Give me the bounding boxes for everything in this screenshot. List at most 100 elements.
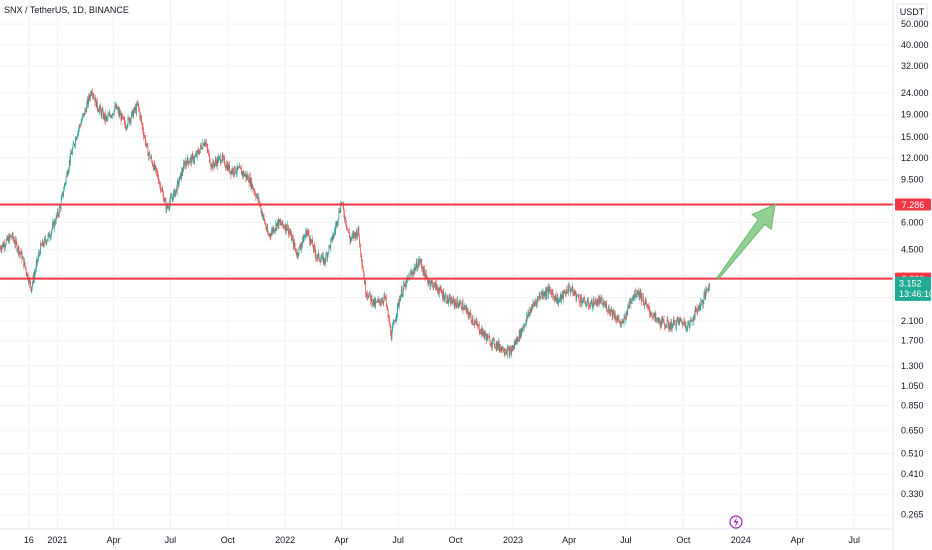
candle-body (484, 332, 486, 335)
candle-body (636, 293, 637, 297)
candle-body (695, 308, 697, 310)
candle-body (621, 321, 622, 324)
projection-arrow-shape[interactable] (716, 203, 776, 280)
candle-body (445, 295, 446, 297)
candle-body (346, 226, 348, 230)
candle-body (168, 206, 169, 208)
candle-body (489, 337, 491, 345)
candle-body (508, 348, 510, 357)
candle-body (326, 254, 328, 258)
candle-body (179, 173, 181, 176)
candle-body (350, 238, 352, 240)
chart-title: SNX / TetherUS, 1D, BINANCE (4, 5, 129, 15)
candle-body (25, 266, 26, 269)
candle-body (328, 245, 330, 253)
candle-body (402, 288, 404, 294)
candle-body (634, 290, 635, 298)
candle-body (374, 299, 375, 305)
candle-body (206, 143, 207, 145)
candle-body (397, 302, 399, 305)
candle-body (7, 236, 8, 240)
candle-body (374, 299, 376, 306)
y-tick-label: 0.650 (901, 426, 924, 436)
candle-body (243, 172, 245, 176)
plot-area[interactable] (0, 0, 893, 550)
candle-body (362, 267, 364, 273)
candle-body (91, 92, 93, 95)
candle-body (280, 222, 282, 225)
candle-body (377, 300, 379, 302)
projection-arrow[interactable] (716, 203, 776, 280)
candle-body (120, 114, 122, 121)
candle-body (609, 311, 611, 314)
candle-body (409, 273, 411, 280)
candle-body (52, 224, 53, 230)
candle-body (684, 321, 685, 326)
candle-body (669, 325, 670, 329)
candle-body (189, 161, 191, 163)
candle-body (9, 235, 11, 237)
candle-body (26, 273, 28, 276)
candle-body (551, 293, 553, 297)
candle-body (28, 280, 30, 284)
candle-body (340, 203, 342, 204)
candle-body (52, 222, 54, 225)
candle-body (331, 237, 332, 241)
y-tick-label: 0.510 (901, 448, 924, 458)
candle-body (38, 253, 40, 254)
candle-body (655, 314, 657, 319)
candle-body (593, 300, 594, 306)
candle-body (116, 104, 118, 109)
candle-body (424, 273, 426, 280)
y-tick-label: 1.700 (901, 336, 924, 346)
candle-body (415, 267, 416, 271)
candle-body (126, 127, 128, 128)
candle-body (542, 292, 544, 296)
candle-body (641, 293, 642, 302)
y-tick-label: 6.000 (901, 218, 924, 228)
candle-body (87, 99, 88, 105)
candle-body (181, 170, 182, 179)
candle-body (276, 222, 278, 229)
horizontal-lines[interactable] (0, 203, 893, 280)
candle-body (425, 273, 427, 277)
candle-body (58, 207, 60, 215)
candle-body (702, 300, 704, 305)
candle-body (56, 215, 58, 217)
candle-body (419, 260, 420, 264)
candle-body (664, 326, 666, 327)
candle-body (520, 328, 521, 338)
candle-body (356, 230, 358, 237)
candle-body (548, 287, 550, 290)
candle-body (211, 164, 213, 169)
candle-body (680, 319, 682, 321)
candle-body (702, 300, 704, 305)
candle-body (111, 113, 113, 116)
candle-body (300, 247, 302, 249)
candle-body (211, 164, 212, 167)
candle-body (403, 284, 405, 289)
candle-body (666, 326, 667, 328)
candle-body (10, 235, 11, 237)
candle-body (433, 286, 435, 289)
candle-body (92, 95, 94, 96)
candle-body (535, 301, 537, 303)
candle-body (277, 220, 279, 227)
candle-body (324, 258, 325, 263)
candle-body (380, 302, 382, 304)
candle-body (413, 270, 415, 275)
candle-body (121, 114, 123, 121)
lightning-event-icon[interactable] (729, 515, 743, 529)
candle-body (70, 153, 72, 155)
candle-body (256, 195, 257, 198)
candle-body (697, 310, 699, 312)
candle-body (289, 232, 291, 235)
currency-box[interactable] (896, 3, 928, 20)
candle-body (136, 103, 138, 112)
candle-body (688, 322, 690, 327)
candle-body (412, 272, 413, 274)
candle-body (440, 287, 441, 289)
candle-body (152, 164, 154, 167)
candle-body (27, 273, 29, 281)
